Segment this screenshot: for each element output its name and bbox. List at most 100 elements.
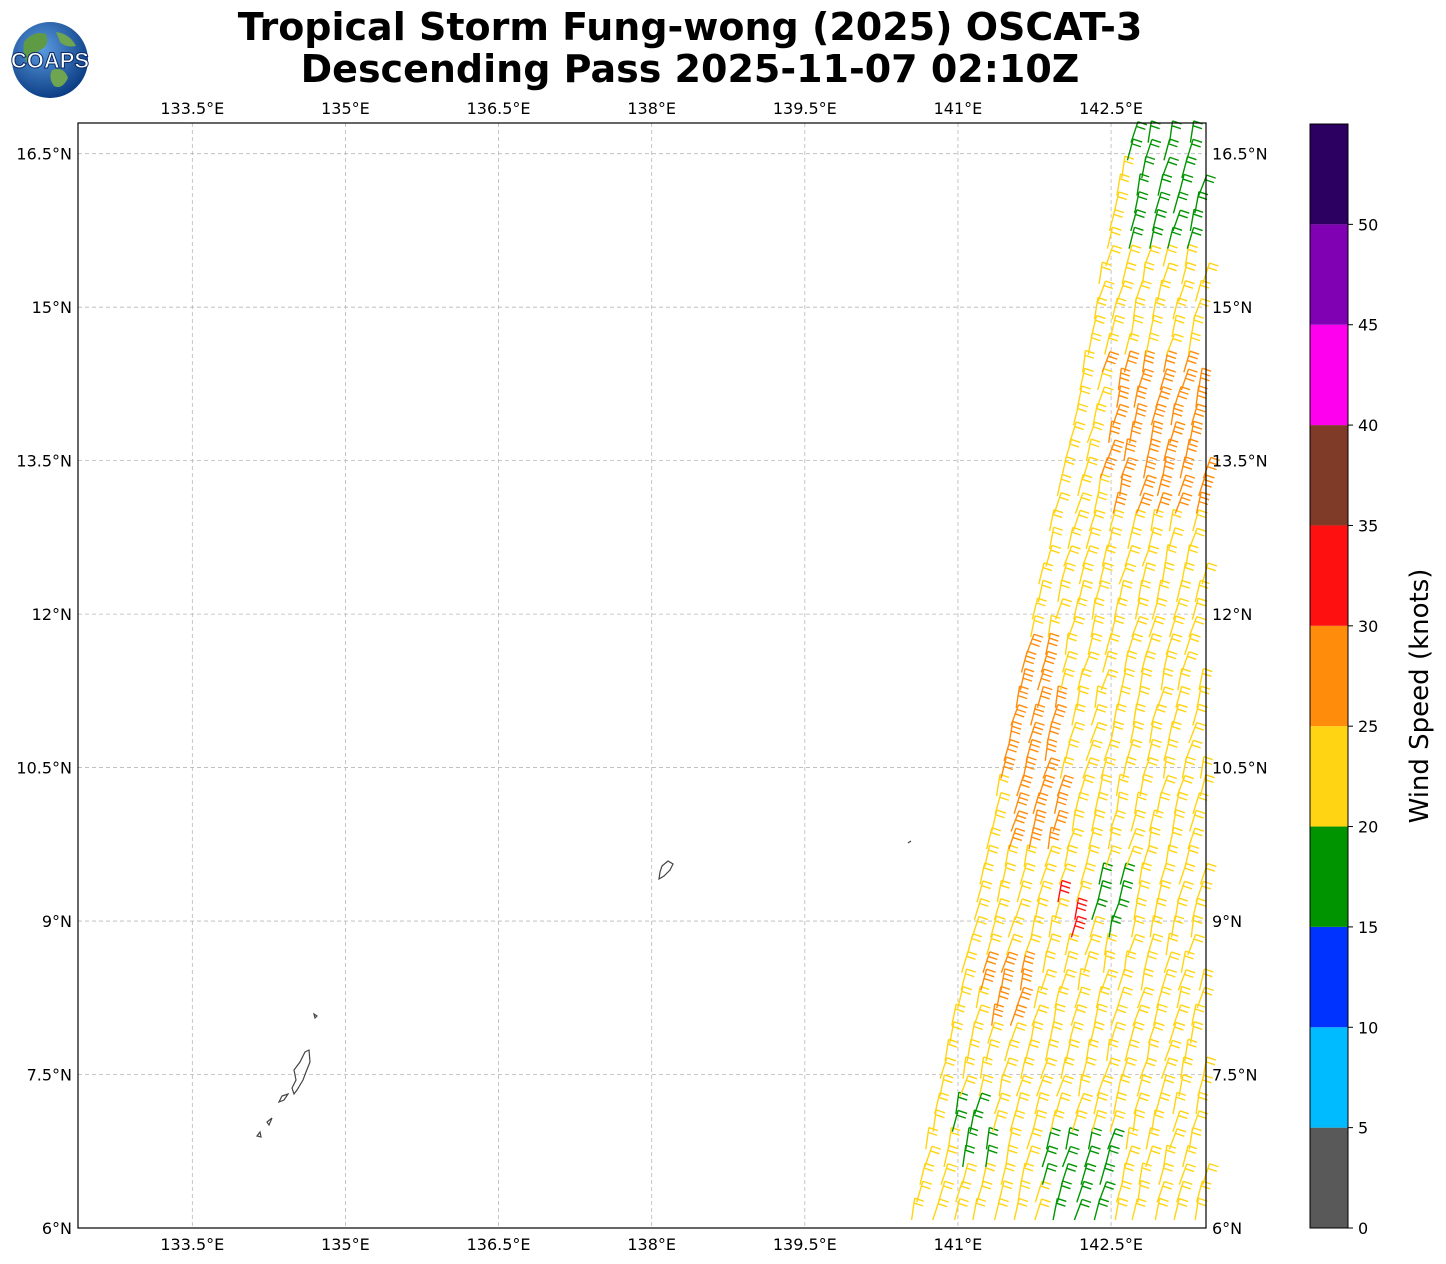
wind-barb xyxy=(1180,950,1195,973)
wind-barb xyxy=(1159,774,1178,797)
island-coastline xyxy=(277,1092,290,1104)
wind-barb xyxy=(1032,809,1047,832)
wind-barb xyxy=(1045,933,1062,956)
wind-barb xyxy=(1082,757,1100,779)
wind-barb xyxy=(939,1057,957,1079)
wind-barb xyxy=(959,1075,978,1097)
wind-barb xyxy=(1024,933,1042,956)
wind-barb xyxy=(1198,474,1215,497)
wind-barb xyxy=(1098,562,1114,585)
wind-barb xyxy=(1008,720,1022,744)
wind-barb xyxy=(1156,686,1174,709)
wind-barb xyxy=(1141,349,1156,373)
wind-barb xyxy=(994,791,1011,814)
lat-tick-label-left: 6°N xyxy=(42,1219,72,1238)
wind-barb xyxy=(1078,562,1094,585)
wind-barb xyxy=(1033,985,1049,1009)
wind-barb xyxy=(1013,792,1030,814)
wind-barb xyxy=(983,844,999,867)
wind-barb xyxy=(1136,173,1150,196)
wind-barb xyxy=(1184,1038,1198,1062)
wind-barb xyxy=(1052,1003,1066,1026)
wind-barb xyxy=(1147,120,1161,143)
wind-barb xyxy=(1130,209,1147,232)
wind-barb xyxy=(1107,526,1123,550)
wind-barb xyxy=(949,1021,964,1044)
wind-barb xyxy=(972,1197,987,1221)
wind-barb xyxy=(1079,367,1094,391)
wind-barb xyxy=(1141,757,1159,779)
wind-barb xyxy=(1168,527,1185,550)
wind-barb xyxy=(974,1092,991,1115)
wind-barb xyxy=(1181,261,1197,285)
wind-barb xyxy=(1124,544,1142,567)
wind-barb xyxy=(1137,368,1154,391)
wind-barb xyxy=(1039,863,1057,885)
wind-barb xyxy=(1085,438,1101,461)
lon-tick-label-bottom: 135°E xyxy=(321,1235,370,1254)
wind-barb xyxy=(1161,156,1179,179)
wind-barb xyxy=(1014,1092,1030,1115)
wind-barb xyxy=(986,933,1002,956)
wind-barbs xyxy=(910,120,1220,1221)
wind-barb xyxy=(998,1180,1014,1203)
wind-barb xyxy=(1073,597,1088,620)
wind-barb xyxy=(1001,862,1017,885)
wind-barb xyxy=(1191,897,1207,920)
wind-barb xyxy=(1178,1074,1193,1097)
wind-barb xyxy=(1180,651,1199,673)
island-coastline xyxy=(266,1117,273,1127)
wind-barb xyxy=(1139,667,1153,691)
wind-barb xyxy=(1090,314,1106,338)
wind-barb xyxy=(1157,173,1173,196)
coaps-globe-icon: COAPS xyxy=(10,22,90,98)
wind-barb xyxy=(1115,1180,1132,1203)
wind-barb xyxy=(1177,474,1196,497)
coastlines xyxy=(255,840,912,1138)
wind-barb xyxy=(1112,403,1130,426)
wind-barb xyxy=(1168,615,1186,638)
wind-barb xyxy=(1160,968,1178,991)
lon-tick-label-bottom: 142.5°E xyxy=(1079,1235,1143,1254)
lon-tick-label-top: 141°E xyxy=(934,99,983,118)
wind-barb xyxy=(1172,209,1190,232)
lat-tick-label-left: 13.5°N xyxy=(16,452,72,471)
wind-barb xyxy=(1061,1145,1080,1168)
wind-barb xyxy=(1139,1057,1158,1079)
wind-barb xyxy=(1044,1038,1060,1062)
wind-barb xyxy=(1055,1092,1072,1115)
wind-barb xyxy=(1019,967,1033,991)
wind-barb xyxy=(1189,1021,1204,1044)
wind-barb xyxy=(1042,757,1061,779)
wind-barb xyxy=(1130,809,1147,832)
wind-barb xyxy=(924,1145,942,1168)
wind-barb xyxy=(1143,245,1162,267)
wind-barb xyxy=(986,827,1002,850)
wind-barb xyxy=(1140,967,1154,991)
wind-barb xyxy=(951,1003,966,1026)
wind-barb xyxy=(1189,420,1203,444)
wind-barb xyxy=(1019,862,1036,885)
wind-barb xyxy=(1066,827,1085,850)
wind-barb xyxy=(1075,880,1093,903)
wind-barb xyxy=(1074,897,1088,920)
wind-barb xyxy=(1176,880,1194,903)
wind-barb xyxy=(1156,791,1171,814)
wind-barb xyxy=(1037,579,1053,603)
wind-barb xyxy=(1173,791,1189,814)
lon-tick-label-top: 139.5°E xyxy=(773,99,837,118)
wind-barb xyxy=(1014,898,1032,920)
wind-barb xyxy=(1124,1145,1141,1168)
wind-barb xyxy=(1015,685,1029,708)
wind-barb xyxy=(1024,1145,1042,1168)
wind-barb xyxy=(1082,349,1095,373)
wind-barb xyxy=(1184,739,1203,762)
wind-barb xyxy=(1115,773,1130,797)
wind-barb xyxy=(1096,880,1112,903)
wind-barb xyxy=(1165,633,1183,656)
lat-tick-label-right: 10.5°N xyxy=(1212,759,1268,778)
wind-barb xyxy=(1102,950,1116,973)
wind-barb xyxy=(1063,950,1079,973)
lon-tick-label-bottom: 141°E xyxy=(934,1235,983,1254)
wind-barb xyxy=(1007,1127,1022,1150)
